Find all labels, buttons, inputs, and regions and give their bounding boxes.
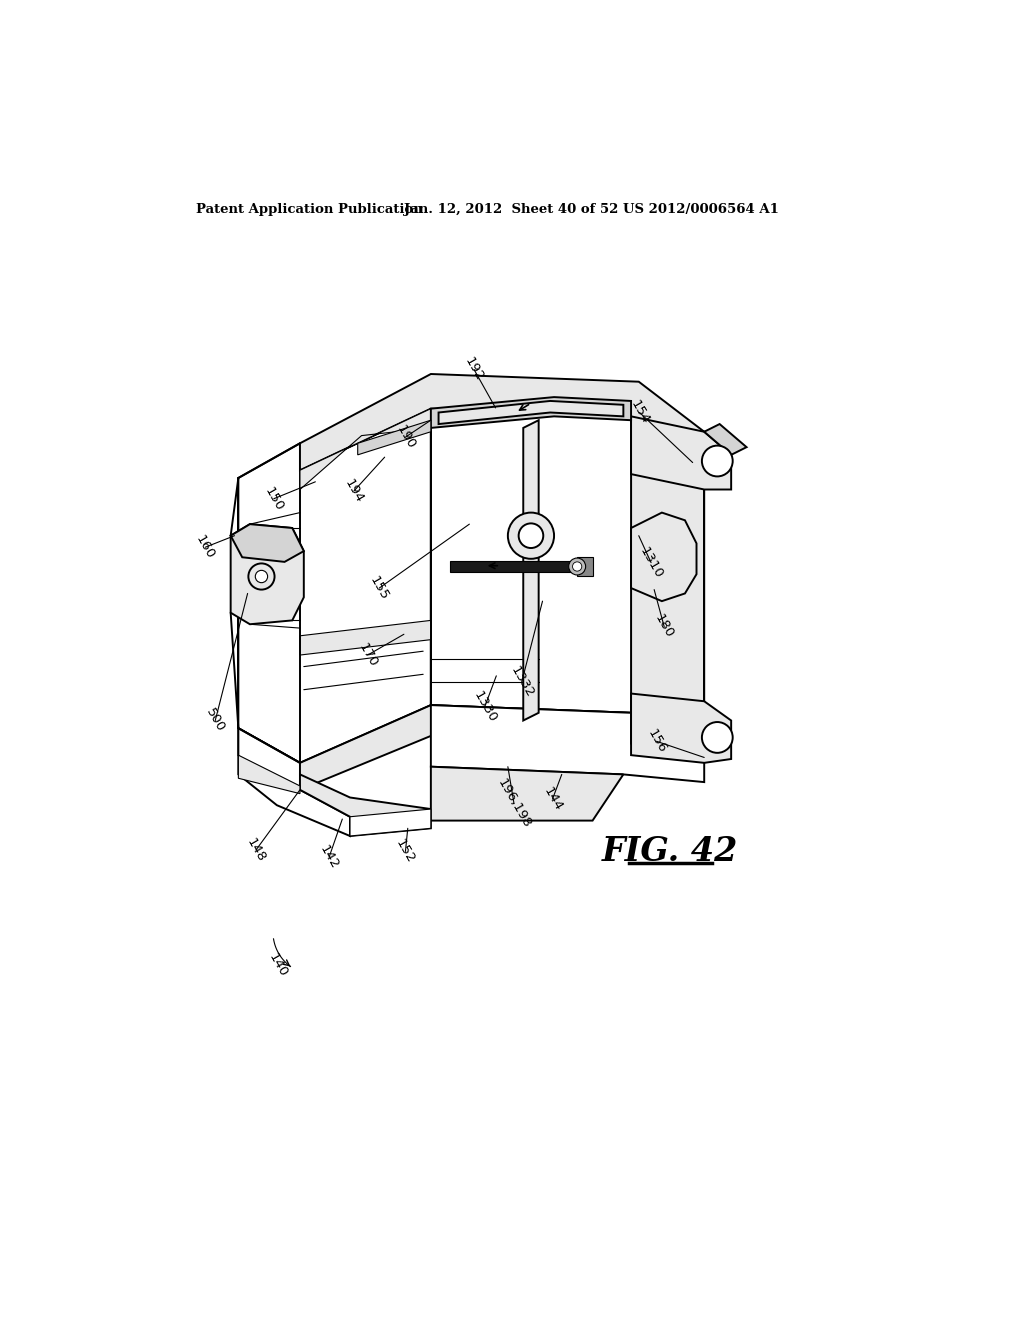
Text: 1310: 1310 — [637, 545, 666, 581]
Polygon shape — [631, 693, 731, 763]
Text: 156: 156 — [644, 727, 669, 755]
Polygon shape — [300, 374, 705, 470]
Circle shape — [508, 512, 554, 558]
Polygon shape — [239, 409, 431, 763]
Polygon shape — [300, 620, 431, 655]
Circle shape — [572, 562, 582, 572]
Polygon shape — [300, 775, 431, 836]
Text: 155: 155 — [368, 574, 391, 602]
Circle shape — [249, 564, 274, 590]
Polygon shape — [431, 705, 705, 781]
Circle shape — [701, 446, 733, 477]
Polygon shape — [631, 416, 705, 729]
Text: 154: 154 — [628, 399, 651, 426]
Polygon shape — [523, 420, 539, 721]
Polygon shape — [431, 409, 631, 713]
Text: 152: 152 — [393, 837, 418, 866]
Circle shape — [255, 570, 267, 582]
Circle shape — [518, 523, 544, 548]
Polygon shape — [451, 561, 585, 572]
Polygon shape — [350, 809, 431, 836]
Text: 140: 140 — [266, 952, 291, 979]
Polygon shape — [705, 424, 746, 455]
Polygon shape — [300, 409, 431, 490]
Text: 196,198: 196,198 — [495, 776, 534, 830]
Text: 170: 170 — [355, 640, 380, 669]
Polygon shape — [578, 557, 593, 576]
Text: 1330: 1330 — [471, 689, 499, 725]
Polygon shape — [631, 416, 731, 490]
Polygon shape — [631, 512, 696, 601]
Text: FIG. 42: FIG. 42 — [601, 836, 737, 869]
Text: 148: 148 — [244, 836, 268, 865]
Text: 1332: 1332 — [508, 664, 536, 700]
Polygon shape — [230, 524, 304, 562]
Polygon shape — [431, 397, 631, 428]
Text: Jan. 12, 2012  Sheet 40 of 52: Jan. 12, 2012 Sheet 40 of 52 — [403, 203, 618, 216]
Text: 192: 192 — [462, 355, 486, 384]
Polygon shape — [438, 401, 624, 424]
Polygon shape — [431, 767, 624, 821]
Text: 142: 142 — [317, 842, 341, 871]
Text: 150: 150 — [262, 484, 286, 513]
Text: Patent Application Publication: Patent Application Publication — [196, 203, 423, 216]
Polygon shape — [239, 755, 300, 793]
Text: 190: 190 — [393, 422, 418, 451]
Circle shape — [701, 722, 733, 752]
Text: US 2012/0006564 A1: US 2012/0006564 A1 — [624, 203, 779, 216]
Text: 160: 160 — [194, 533, 217, 561]
Polygon shape — [357, 420, 431, 455]
Polygon shape — [239, 729, 350, 836]
Text: 180: 180 — [652, 612, 676, 640]
Text: 194: 194 — [342, 477, 366, 506]
Polygon shape — [239, 705, 705, 789]
Circle shape — [568, 558, 586, 576]
Text: 500: 500 — [204, 706, 227, 735]
Text: 144: 144 — [541, 785, 564, 813]
Polygon shape — [230, 524, 304, 624]
